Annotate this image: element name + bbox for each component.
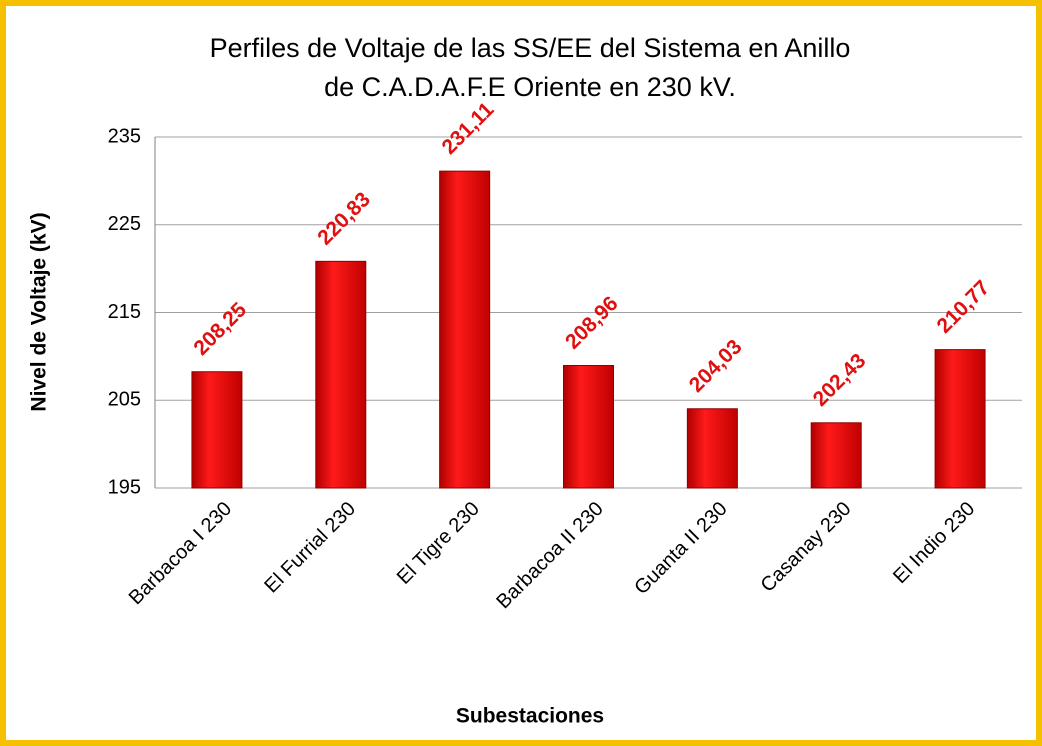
bar	[810, 422, 862, 489]
x-tick-label: Barbacoa I 230	[125, 498, 236, 609]
y-tick-label: 195	[108, 476, 141, 498]
x-tick-label: Guanta II 230	[630, 498, 731, 599]
value-label: 204,03	[685, 335, 747, 397]
x-tick-label: Casanay 230	[757, 498, 856, 597]
bar	[315, 260, 367, 489]
value-label: 208,96	[561, 292, 623, 354]
y-tick-label: 215	[108, 301, 141, 323]
bar	[686, 408, 738, 489]
value-label: 210,77	[933, 276, 995, 338]
x-tick-label: El Indio 230	[889, 498, 979, 588]
value-label: 231,11	[438, 98, 499, 159]
value-label: 220,83	[313, 188, 375, 250]
x-tick-label: El Furrial 230	[260, 498, 360, 598]
x-tick-label: Barbacoa II 230	[492, 498, 607, 613]
bar	[563, 365, 614, 489]
y-axis-label: Nivel de Voltaje (kV)	[28, 212, 51, 411]
bar	[934, 349, 986, 489]
bar	[439, 170, 491, 489]
value-label: 202,43	[809, 349, 871, 411]
chart-title: de C.A.D.A.F.E Oriente en 230 kV.	[324, 72, 736, 102]
y-tick-label: 235	[108, 125, 141, 147]
y-tick-label: 205	[108, 389, 141, 411]
y-tick-label: 225	[108, 213, 141, 235]
bar	[191, 371, 243, 489]
value-label: 208,25	[189, 298, 251, 360]
x-axis-label: Subestaciones	[456, 705, 604, 728]
x-tick-label: El Tigre 230	[393, 498, 484, 589]
chart-title: Perfiles de Voltaje de las SS/EE del Sis…	[210, 33, 851, 63]
